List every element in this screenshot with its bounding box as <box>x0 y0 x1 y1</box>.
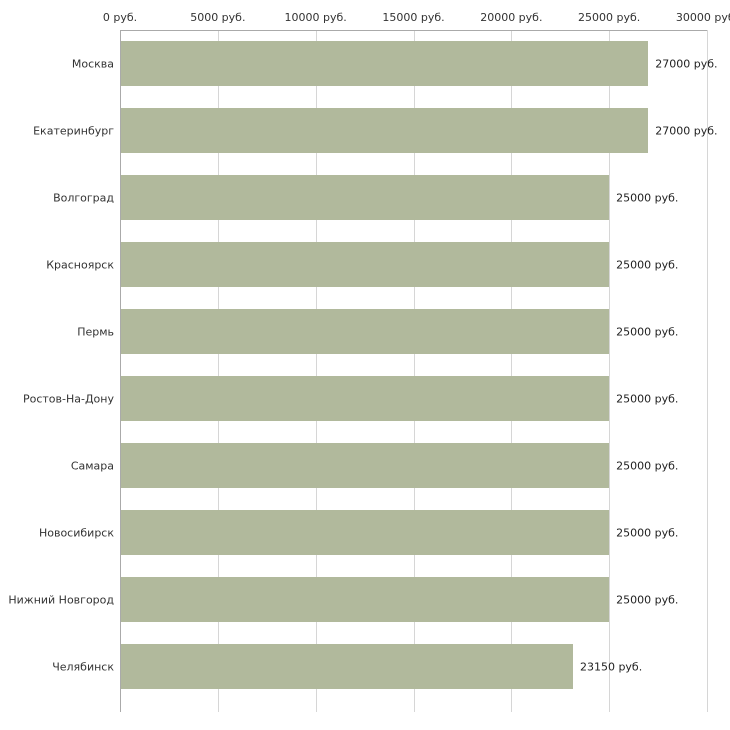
category-label: Новосибирск <box>38 526 114 539</box>
value-label: 25000 руб. <box>616 593 679 606</box>
category-label: Самара <box>70 459 114 472</box>
gridline-x-30000 <box>707 30 708 712</box>
gridline-x-0 <box>120 30 121 712</box>
category-label: Челябинск <box>52 660 114 673</box>
category-label: Волгоград <box>53 191 114 204</box>
gridline-x-20000 <box>511 30 513 712</box>
bar-1 <box>121 108 649 153</box>
value-label: 27000 руб. <box>655 124 718 137</box>
x-axis-tick-label: 5000 руб. <box>190 11 246 24</box>
x-axis-tick-label: 20000 руб. <box>480 11 543 24</box>
bar-7 <box>121 510 610 555</box>
bar-2 <box>121 175 610 220</box>
value-label: 23150 руб. <box>579 660 643 673</box>
category-label: Ростов-На-Дону <box>22 392 114 405</box>
category-label: Красноярск <box>46 258 114 271</box>
bar-9 <box>121 644 573 689</box>
gridline-x-15000 <box>413 30 415 712</box>
x-axis-tick-label: 25000 руб. <box>578 11 641 24</box>
category-label: Нижний Новгород <box>8 593 114 606</box>
x-axis-line <box>120 30 707 31</box>
value-label: 27000 руб. <box>655 57 718 70</box>
gridline-x-25000 <box>609 30 611 712</box>
value-label: 25000 руб. <box>616 459 679 472</box>
value-label: 25000 руб. <box>616 392 679 405</box>
bar-8 <box>121 577 610 622</box>
bar-0 <box>121 41 649 86</box>
x-axis-tick-label: 0 руб. <box>102 11 138 24</box>
value-label: 25000 руб. <box>616 191 679 204</box>
bar-5 <box>121 376 610 421</box>
value-label: 25000 руб. <box>616 258 679 271</box>
bar-6 <box>121 443 610 488</box>
category-label: Москва <box>71 57 114 70</box>
category-label: Пермь <box>77 325 114 338</box>
x-axis-tick-label: 30000 руб. <box>675 11 730 24</box>
gridline-x-10000 <box>315 30 317 712</box>
bar-3 <box>121 242 610 287</box>
gridline-x-5000 <box>217 30 219 712</box>
x-axis-tick-label: 10000 руб. <box>284 11 347 24</box>
bar-4 <box>121 309 610 354</box>
value-label: 25000 руб. <box>616 526 679 539</box>
category-label: Екатеринбург <box>33 124 114 137</box>
x-axis-tick-label: 15000 руб. <box>382 11 445 24</box>
value-label: 25000 руб. <box>616 325 679 338</box>
